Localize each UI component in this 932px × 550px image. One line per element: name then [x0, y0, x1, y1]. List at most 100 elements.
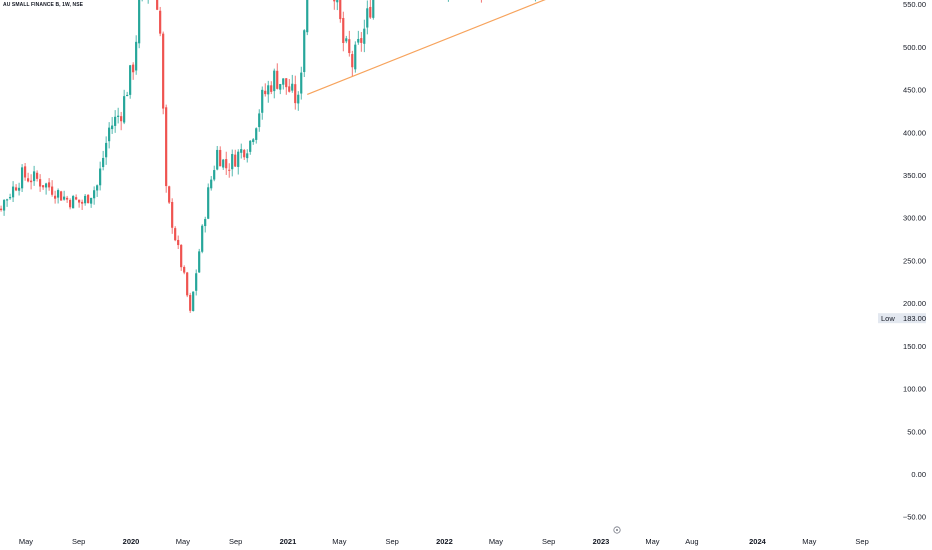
candle-body: [195, 273, 198, 291]
time-axis: May Sep 2020 May Sep 2021 May Sep 2022 May Sep 2023…: [19, 526, 869, 546]
x-tick-label: Sep: [855, 537, 868, 546]
candle: [369, 0, 372, 19]
x-tick-label: Sep: [542, 537, 555, 546]
candle-body: [270, 85, 273, 92]
candle: [117, 107, 120, 124]
low-label-name: Low: [881, 314, 895, 323]
candle-body: [336, 0, 339, 3]
candle-body: [189, 294, 192, 311]
candle-body: [23, 166, 27, 178]
candle-body: [156, 0, 159, 10]
candle: [186, 271, 189, 298]
y-tick-label: 500.00: [903, 43, 926, 52]
x-tick-label: Aug: [685, 537, 698, 546]
candle-body: [78, 199, 81, 203]
x-tick-label: Sep: [229, 537, 242, 546]
candle-body: [279, 83, 282, 90]
trendline-lower[interactable]: [307, 0, 757, 95]
candle: [105, 136, 108, 165]
candle-body: [234, 154, 237, 167]
candle: [279, 83, 282, 95]
candle-body: [276, 70, 279, 89]
candle-body: [294, 84, 297, 104]
candle-body: [225, 159, 228, 169]
candle-body: [66, 197, 69, 200]
candle-body: [93, 190, 96, 199]
candle: [5, 198, 9, 207]
gear-icon-dot: [616, 529, 618, 531]
candle-body: [159, 10, 162, 34]
candle-body: [38, 179, 42, 187]
candle: [90, 197, 93, 208]
candle: [273, 68, 276, 99]
candle: [99, 161, 102, 191]
x-tick-label: May: [19, 537, 33, 546]
x-tick-label: 2021: [280, 537, 297, 546]
candle-body: [255, 128, 258, 140]
candle: [177, 235, 180, 250]
candle: [357, 30, 360, 45]
candle: [240, 143, 243, 159]
candle: [165, 104, 168, 193]
candle-body: [342, 17, 345, 43]
candle-body: [219, 149, 222, 167]
candle: [294, 75, 297, 110]
candle-body: [35, 172, 39, 179]
candle: [54, 190, 57, 204]
candle: [17, 182, 21, 196]
candle-body: [11, 186, 15, 198]
candle-body: [261, 89, 264, 113]
chart-title: AU SMALL FINANCE B, 1W, NSE: [3, 2, 84, 8]
candle-body: [237, 151, 240, 167]
y-tick-label: 150.00: [903, 342, 926, 351]
candle: [360, 32, 363, 52]
candle-body: [72, 196, 75, 209]
candle-body: [258, 113, 261, 128]
candle-body: [354, 44, 357, 70]
gear-icon[interactable]: [613, 526, 621, 534]
y-tick-label: 0.00: [911, 470, 926, 479]
candle-body: [288, 86, 291, 92]
candle-body: [105, 142, 108, 158]
candle-body: [357, 38, 360, 43]
candle-body: [108, 127, 111, 142]
candle: [26, 172, 30, 183]
candle-body: [75, 197, 78, 200]
candle: [252, 138, 255, 145]
candle: [87, 194, 90, 204]
candle-body: [249, 140, 252, 152]
candle-body: [363, 28, 366, 44]
candle-body: [306, 0, 309, 33]
candle: [47, 178, 51, 191]
x-tick-label: 2022: [436, 537, 453, 546]
candle: [78, 199, 81, 208]
candle-body: [63, 196, 66, 200]
candle: [32, 165, 36, 186]
candle: [198, 248, 201, 273]
candle: [114, 110, 117, 133]
gear-icon-ring: [613, 526, 621, 534]
candle: [156, 0, 159, 11]
candle: [35, 170, 39, 182]
candle-body: [186, 272, 189, 296]
candle: [57, 188, 60, 204]
candle: [135, 35, 138, 75]
candle: [132, 62, 135, 80]
candle: [345, 35, 348, 44]
candle-body: [216, 149, 219, 170]
x-tick-label: Sep: [385, 537, 398, 546]
candle-body: [291, 83, 294, 91]
candle: [300, 66, 303, 100]
candle-body: [69, 199, 72, 208]
candle: [192, 291, 195, 312]
candle-body: [177, 239, 180, 246]
candle: [69, 198, 72, 210]
candle-body: [132, 64, 135, 73]
candle-body: [126, 94, 129, 97]
y-tick-label: 300.00: [903, 214, 926, 223]
candle-body: [351, 54, 354, 68]
candle: [282, 78, 285, 90]
candle-body: [57, 190, 60, 198]
x-tick-label: May: [489, 537, 503, 546]
